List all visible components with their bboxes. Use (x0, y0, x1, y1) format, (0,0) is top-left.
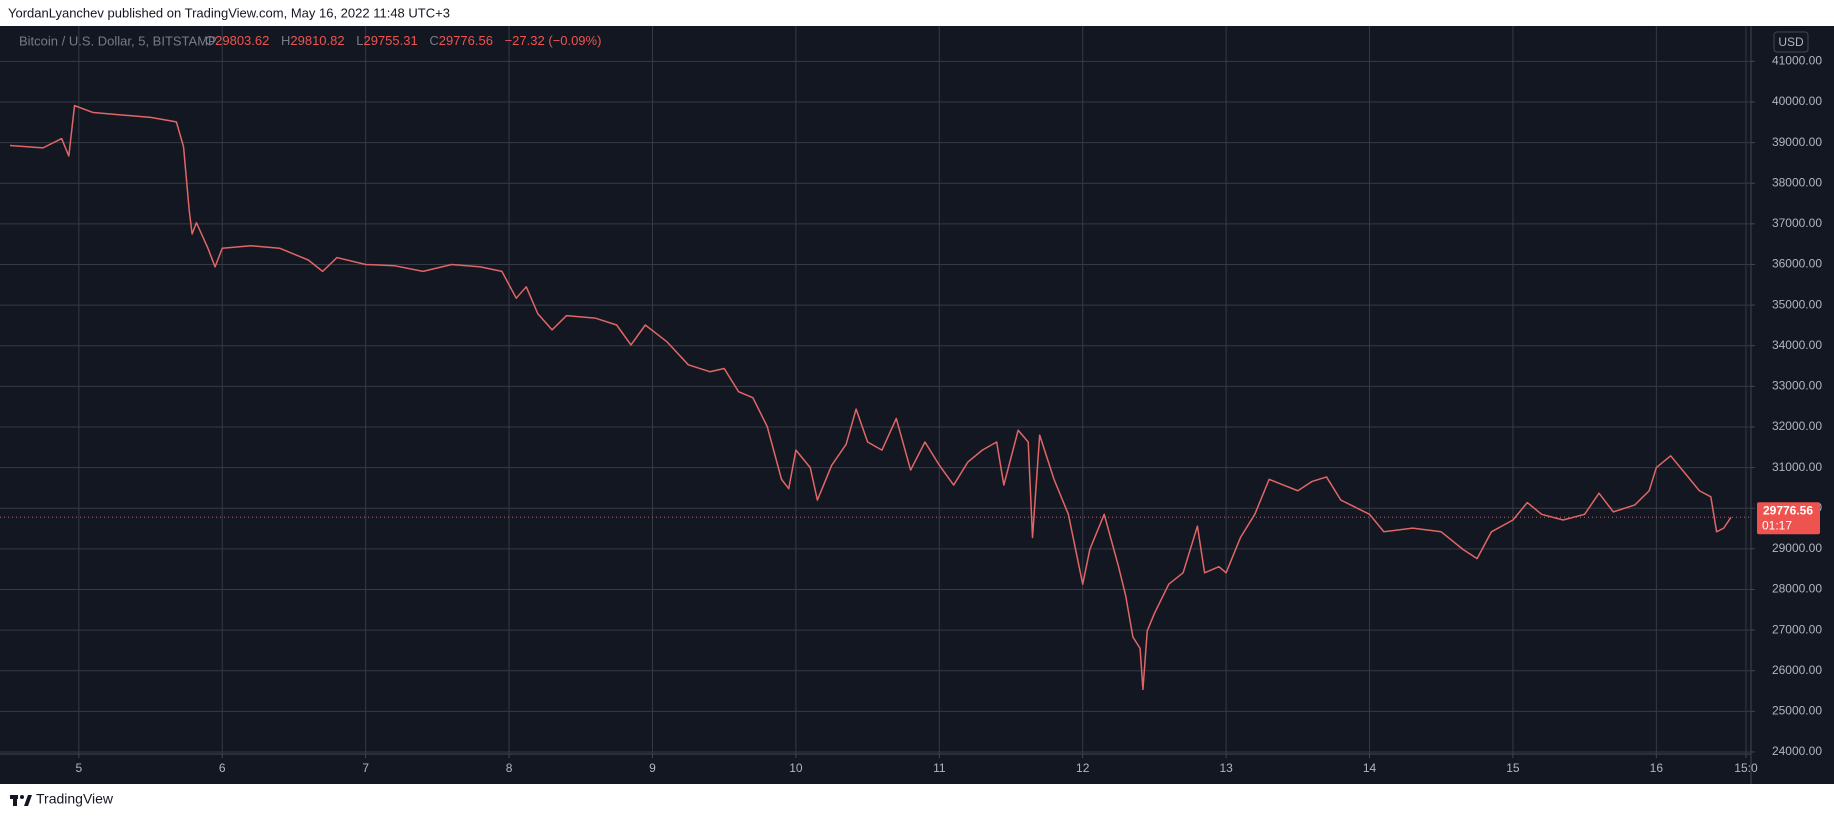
price-line (9, 104, 1732, 691)
x-tick-label: 8 (506, 761, 513, 775)
axes: 24000.00 25000.00 26000.00 27000.00 28000.00… (75, 54, 1822, 776)
last-price-label: 29776.56 (1763, 503, 1813, 517)
logo-dot (20, 795, 24, 799)
symbol-name: Bitcoin / U.S. Dollar, 5, BITSTAMP (19, 33, 217, 48)
high-value: 29810.82 (290, 33, 344, 48)
grid (0, 26, 1751, 754)
logo-stem (13, 795, 17, 806)
x-tick-label: 13 (1219, 761, 1233, 775)
x-tick-label: 15:0 (1734, 761, 1758, 775)
tradingview-logo (10, 795, 32, 806)
y-tick-label: 28000.00 (1772, 582, 1822, 596)
y-tick-label: 39000.00 (1772, 135, 1822, 149)
x-tick-label: 5 (75, 761, 82, 775)
chart-background (0, 26, 1834, 784)
h-label: H (281, 33, 290, 48)
currency-box[interactable] (1773, 31, 1809, 53)
x-tick-label: 14 (1363, 761, 1377, 775)
y-tick-label: 34000.00 (1772, 338, 1822, 352)
x-tick-label: 15 (1506, 761, 1520, 775)
last-price-box (1757, 502, 1820, 535)
currency[interactable]: USD (1778, 35, 1804, 49)
y-tick-label: 35000.00 (1772, 297, 1822, 311)
x-tick-label: 10 (789, 761, 803, 775)
footer-brand: TradingView (36, 791, 114, 807)
low-value: 29755.31 (363, 33, 417, 48)
y-tick-label: 40000.00 (1772, 94, 1822, 108)
x-tick-label: 12 (1076, 761, 1090, 775)
y-tick-label: 26000.00 (1772, 663, 1822, 677)
countdown: 01:17 (1762, 518, 1792, 532)
x-tick-label: 9 (649, 761, 656, 775)
publisher-line: YordanLyanchev published on TradingView.… (8, 5, 450, 20)
y-tick-label: 37000.00 (1772, 216, 1822, 230)
c-label: C (429, 33, 438, 48)
y-tick-label: 36000.00 (1772, 257, 1822, 271)
ohlc-legend: O29803.62 H29810.82 L29755.31 C29776.56 … (205, 33, 601, 48)
y-tick-label: 41000.00 (1772, 54, 1822, 68)
change-value: −27.32 (−0.09%) (505, 33, 602, 48)
y-tick-label: 33000.00 (1772, 379, 1822, 393)
x-tick-label: 16 (1650, 761, 1664, 775)
open-value: 29803.62 (215, 33, 269, 48)
close-value: 29776.56 (439, 33, 493, 48)
y-tick-label: 27000.00 (1772, 622, 1822, 636)
y-tick-label: 29000.00 (1772, 541, 1822, 555)
x-tick-label: 11 (933, 761, 946, 775)
y-tick-label: 38000.00 (1772, 175, 1822, 189)
o-label: O (205, 33, 215, 48)
x-tick-label: 7 (362, 761, 369, 775)
x-tick-label: 6 (219, 761, 226, 775)
logo-slash (24, 795, 32, 806)
plot (0, 104, 1751, 691)
y-tick-label: 32000.00 (1772, 419, 1822, 433)
y-tick-label: 25000.00 (1772, 704, 1822, 718)
y-tick-label: 24000.00 (1772, 744, 1822, 758)
y-tick-label: 31000.00 (1772, 460, 1822, 474)
l-label: L (356, 33, 363, 48)
